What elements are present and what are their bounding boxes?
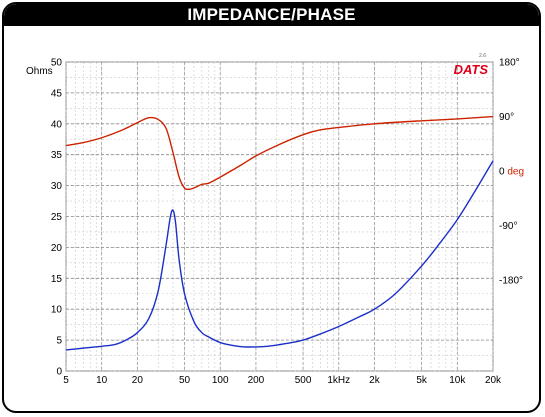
- title-bar: IMPEDANCE/PHASE: [4, 4, 539, 26]
- x-tick-label: 5k: [416, 375, 428, 386]
- y2-tick-label: -90°: [499, 221, 517, 232]
- y2-tick-label: 90°: [499, 112, 514, 123]
- x-axis-ticks: 5 10 20 50 100 200 500 1kHz 2k 5k 10k 20k: [63, 375, 502, 386]
- x-tick-label: 20: [132, 375, 144, 386]
- y-tick-label: 25: [51, 212, 63, 223]
- y2-tick-label: 180°: [499, 58, 520, 69]
- y-tick-label: 45: [51, 88, 63, 99]
- y2-tick-label: -180°: [499, 276, 523, 287]
- chart-title: IMPEDANCE/PHASE: [187, 5, 356, 24]
- y-axis-ticks: 0 5 10 15 20 25 30 35 40 45 50: [51, 58, 63, 378]
- dats-logo: DATS: [454, 62, 489, 77]
- x-tick-label: 200: [248, 375, 265, 386]
- y-axis-label: Ohms: [26, 66, 53, 77]
- x-tick-label: 1kHz: [327, 375, 350, 386]
- y2-axis-ticks: 180° 90° 0 deg -90° -180°: [499, 58, 524, 287]
- y-tick-label: 40: [51, 119, 63, 130]
- x-tick-label: 100: [212, 375, 229, 386]
- y-tick-label: 10: [51, 305, 63, 316]
- y2-tick-label: 0 deg: [499, 167, 524, 178]
- y-tick-label: 50: [51, 58, 63, 69]
- x-tick-label: 5: [63, 375, 69, 386]
- series-line-phase: [65, 115, 494, 191]
- x-tick-label: 500: [295, 375, 312, 386]
- y-tick-label: 30: [51, 181, 63, 192]
- y-tick-label: 20: [51, 243, 63, 254]
- series-line-impedance: [65, 160, 494, 351]
- x-tick-label: 10k: [449, 375, 466, 386]
- x-tick-label: 20k: [485, 375, 502, 386]
- logo-version: 2.6: [479, 53, 486, 59]
- grid-major: [65, 61, 494, 372]
- x-tick-label: 10: [96, 375, 108, 386]
- x-tick-label: 50: [179, 375, 191, 386]
- y-tick-label: 5: [56, 336, 62, 347]
- y-tick-label: 0: [56, 367, 62, 378]
- y-tick-label: 35: [51, 150, 63, 161]
- x-tick-label: 2k: [369, 375, 381, 386]
- y-tick-label: 15: [51, 274, 63, 285]
